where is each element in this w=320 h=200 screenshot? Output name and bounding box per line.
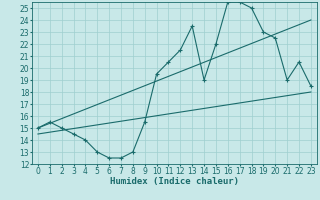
X-axis label: Humidex (Indice chaleur): Humidex (Indice chaleur)	[110, 177, 239, 186]
